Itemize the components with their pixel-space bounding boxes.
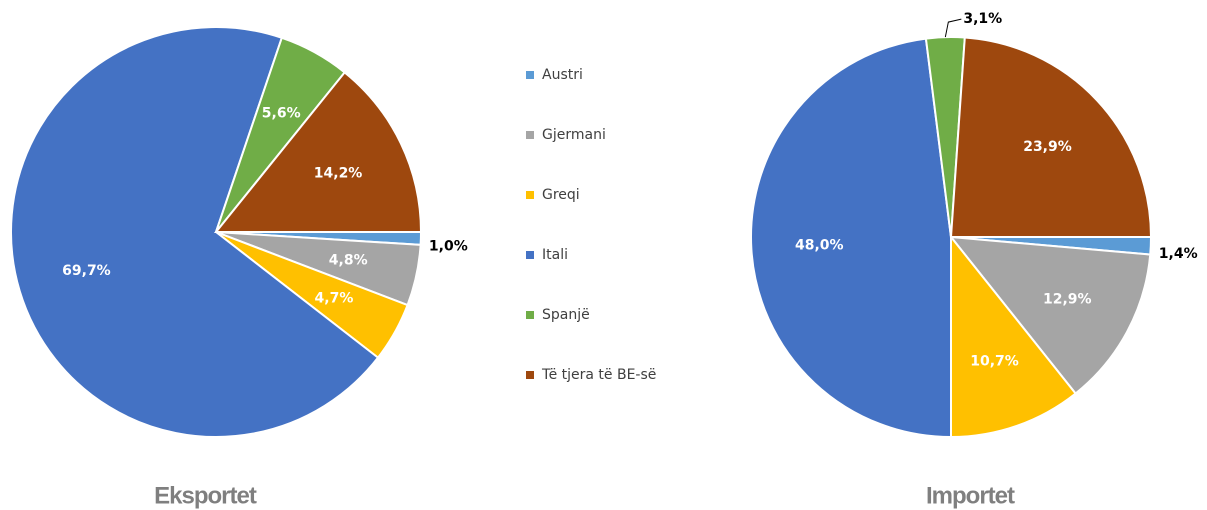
data-label: 3,1% — [963, 11, 1002, 27]
data-label: 10,7% — [970, 354, 1019, 370]
legend-swatch — [526, 311, 534, 319]
legend-swatch — [526, 131, 534, 139]
legend-label: Itali — [542, 247, 568, 263]
legend-label: Greqi — [542, 187, 580, 203]
chart-title: Importet — [926, 482, 1015, 509]
pie-slice — [10, 26, 380, 438]
data-label: 48,0% — [795, 237, 844, 253]
legend-swatch — [526, 371, 534, 379]
legend-label: Gjermani — [542, 127, 606, 143]
data-label: 4,8% — [329, 253, 368, 269]
leader-line — [944, 18, 962, 38]
pie-slice — [213, 71, 423, 233]
data-label: 69,7% — [62, 263, 111, 279]
legend-label: Austri — [542, 67, 583, 83]
data-label: 23,9% — [1023, 139, 1072, 155]
legend-label: Të tjera të BE-së — [541, 367, 656, 383]
data-label: 1,4% — [1159, 246, 1198, 262]
data-label: 4,7% — [315, 290, 354, 306]
legend-label: Spanjë — [542, 307, 590, 323]
pie-slice — [750, 37, 952, 439]
data-label: 14,2% — [314, 166, 363, 182]
pie-slice — [950, 234, 1077, 439]
pie-slice — [948, 235, 1152, 395]
legend-swatch — [526, 191, 534, 199]
chart-title: Eksportet — [154, 482, 257, 509]
pie-slice — [949, 36, 1153, 238]
data-label: 12,9% — [1043, 291, 1092, 307]
legend-swatch — [526, 71, 534, 79]
data-label: 1,0% — [429, 239, 468, 255]
legend-swatch — [526, 251, 534, 259]
data-label: 5,6% — [262, 105, 301, 121]
